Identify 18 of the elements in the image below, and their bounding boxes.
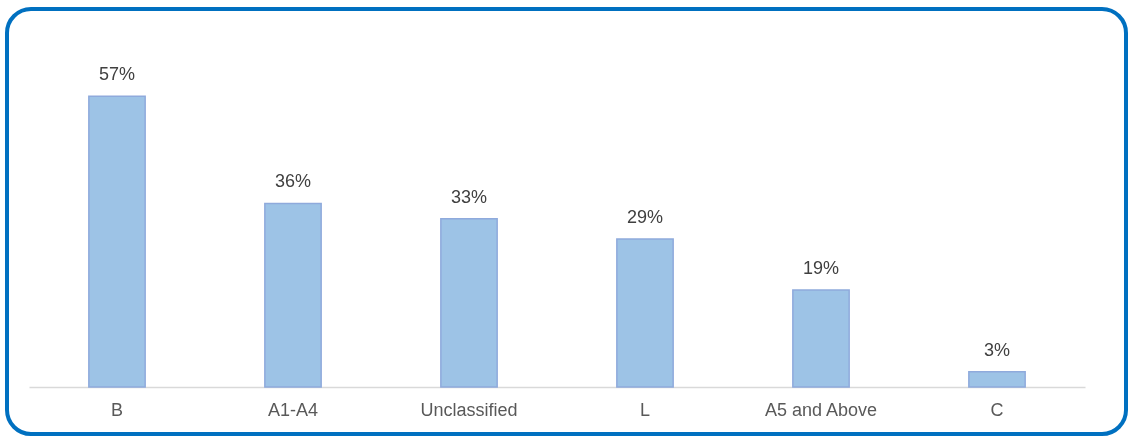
bar xyxy=(440,217,498,388)
x-tick-label: A1-A4 xyxy=(267,399,319,420)
data-label: 36% xyxy=(274,171,312,192)
bar xyxy=(616,238,674,388)
x-tick-label: A5 and Above xyxy=(764,399,878,420)
bar xyxy=(88,95,146,388)
bar xyxy=(968,370,1026,388)
x-tick-label: L xyxy=(639,399,651,420)
bar xyxy=(264,202,322,388)
x-tick-label: B xyxy=(110,399,124,420)
data-label: 29% xyxy=(626,207,664,228)
data-label: 3% xyxy=(983,339,1011,360)
data-label: 57% xyxy=(98,64,136,85)
data-label: 33% xyxy=(450,186,488,207)
bar xyxy=(792,289,850,388)
data-label: 19% xyxy=(802,258,840,279)
x-tick-label: C xyxy=(990,399,1004,420)
x-tick-label: Unclassified xyxy=(420,399,518,420)
